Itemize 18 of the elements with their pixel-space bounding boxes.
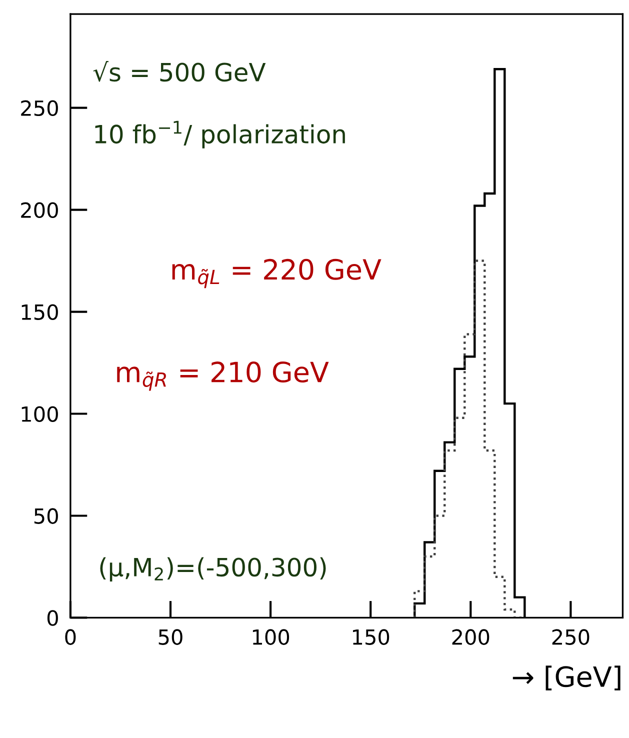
annotation: m$_{q̃R}$ = 210 GeV: [117, 362, 329, 391]
x-tick-label: 0: [65, 629, 76, 645]
x-tick-label: 200: [452, 629, 490, 645]
y-tick-label: 0: [47, 610, 58, 626]
annotation: 10 fb$^{−1}$/ polarization: [95, 120, 345, 148]
annotation: m$_{q̃L}$ = 220 GeV: [172, 258, 382, 288]
x-tick-label: 50: [158, 629, 182, 645]
y-tick-label: 250: [21, 100, 58, 116]
y-tick-label: 50: [34, 508, 58, 524]
annotation: (μ,M$_{2}$)=(-500,300): [100, 557, 326, 582]
x-tick-label: 250: [552, 629, 590, 645]
annotation: √s = 500 GeV: [93, 61, 266, 82]
x-tick-label: 150: [352, 629, 390, 645]
x-axis-title: → [GeV]: [512, 666, 620, 690]
y-tick-label: 100: [22, 406, 58, 422]
y-tick-label: 150: [22, 304, 58, 320]
y-tick-label: 200: [21, 202, 58, 218]
x-tick-label: 100: [252, 629, 290, 645]
